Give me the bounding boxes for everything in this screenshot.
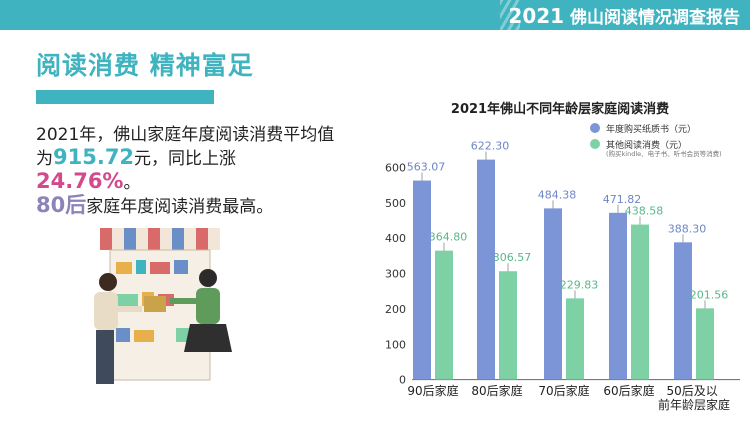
awning (100, 228, 220, 250)
bar-paper-80 (477, 159, 495, 380)
bar-paper-60 (609, 212, 627, 380)
bar-paper-50 (674, 242, 692, 380)
summary-text: 2021年，佛山家庭年度阅读消费平均值 为915.72元，同比上涨 24.76%。… (36, 124, 336, 218)
bar-other-90 (435, 250, 453, 380)
x-category-label: 50后及以 前年龄层家庭 (658, 384, 730, 412)
x-category-label: 90后家庭 (407, 383, 458, 398)
value-label-paper-80: 622.30 (471, 140, 510, 153)
value-label-paper-90: 563.07 (407, 161, 446, 174)
x-axis-labels: 90后家庭 80后家庭 70后家庭 60后家庭 50后及以 前年龄层家庭 (407, 383, 730, 412)
report-title: 2021 佛山阅读情况调查报告 (508, 3, 740, 28)
bar-other-60 (631, 224, 649, 380)
x-category-label: 70后家庭 (538, 383, 589, 398)
x-category-label: 60后家庭 (603, 383, 654, 398)
bar-other-70 (566, 298, 584, 380)
bar-paper-90 (413, 180, 431, 380)
person-left (94, 273, 142, 384)
y-tick-label: 500 (385, 197, 406, 210)
legend-label-paper: 年度购买纸质书（元） (606, 123, 696, 135)
x-category-label-line-2: 前年龄层家庭 (658, 397, 730, 412)
y-tick-label: 400 (385, 232, 406, 245)
y-tick-label: 300 (385, 268, 406, 281)
summary-line-2-pre: 为 (36, 149, 53, 169)
x-category-label-line-1: 50后及以 (666, 384, 717, 398)
y-tick-label: 200 (385, 303, 406, 316)
y-tick-label: 0 (399, 374, 406, 387)
section-heading: 阅读消费 精神富足 (36, 51, 254, 80)
book-in-hand (144, 296, 166, 312)
legend: 年度购买纸质书（元） 其他阅读消费（元） (购买kindle、电子书、听书会员等… (590, 123, 722, 158)
growth-value: 24.76% (36, 169, 124, 193)
bookstall-illustration (94, 228, 232, 384)
bar-group-50: 388.30 201.56 (668, 222, 729, 380)
summary-line-2-mid: 元，同比上涨 (134, 149, 237, 169)
value-label-paper-50: 388.30 (668, 222, 707, 235)
report-title-text: 佛山阅读情况调查报告 (570, 8, 740, 28)
bar-group-80: 622.30 306.57 (471, 140, 532, 380)
bar-other-50 (696, 308, 714, 380)
legend-note-other: (购买kindle、电子书、听书会员等消费) (606, 149, 722, 158)
header-bar: 2021 佛山阅读情况调查报告 (0, 0, 750, 30)
report-year: 2021 (508, 4, 565, 28)
summary-line-2-post: 。 (123, 173, 141, 193)
value-label-paper-70: 484.38 (538, 188, 577, 201)
summary-line-2: 为915.72元，同比上涨 24.76%。 (36, 146, 336, 194)
legend-label-other: 其他阅读消费（元） (606, 139, 687, 151)
books (116, 260, 192, 342)
summary-line-1: 2021年，佛山家庭年度阅读消费平均值 (36, 125, 335, 145)
bar-other-80 (499, 271, 517, 380)
heading-underline (36, 90, 214, 104)
y-tick-label: 600 (385, 162, 406, 175)
value-label-other-90: 364.80 (429, 231, 468, 244)
summary-line-3: 80后家庭年度阅读消费最高。 (36, 194, 336, 218)
y-tick-label: 100 (385, 338, 406, 351)
bar-group-70: 484.38 229.83 (538, 188, 599, 380)
y-axis-ticks: 0 100 200 300 400 500 600 (385, 162, 406, 387)
bar-paper-70 (544, 208, 562, 380)
value-label-other-80: 306.57 (493, 251, 532, 264)
legend-swatch-other (590, 139, 600, 149)
top-group: 80后 (36, 193, 87, 217)
bar-group-60: 471.82 438.58 (603, 193, 664, 380)
average-value: 915.72 (53, 145, 135, 169)
person-right (170, 269, 232, 352)
value-label-paper-60: 471.82 (603, 193, 642, 206)
chart-title: 2021年佛山不同年龄层家庭阅读消费 (451, 101, 669, 117)
legend-swatch-paper (590, 123, 600, 133)
bar-chart: 2021年佛山不同年龄层家庭阅读消费 年度购买纸质书（元） 其他阅读消费（元） … (385, 101, 740, 412)
value-label-other-70: 229.83 (560, 278, 599, 291)
value-label-other-50: 201.56 (690, 288, 729, 301)
header-stripes (500, 0, 520, 30)
x-category-label: 80后家庭 (471, 383, 522, 398)
summary-line-3-rest: 家庭年度阅读消费最高。 (86, 197, 274, 217)
bar-group-90: 563.07 364.80 (407, 161, 468, 380)
value-label-other-60: 438.58 (625, 205, 664, 218)
